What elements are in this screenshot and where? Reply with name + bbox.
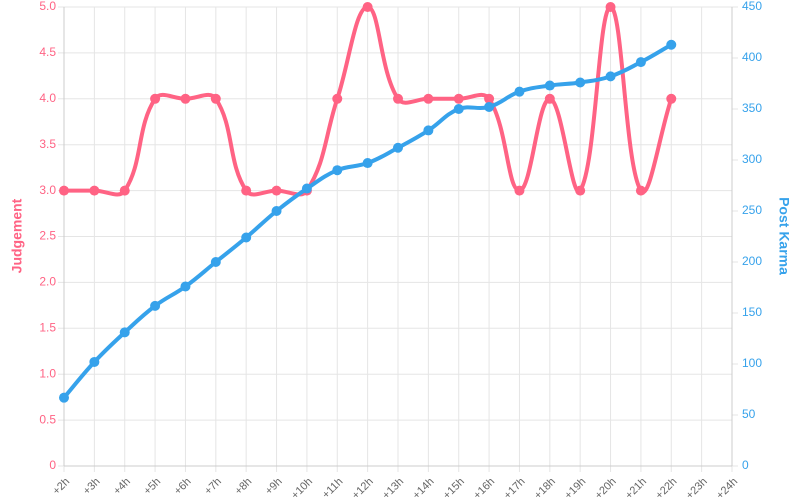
x-tick-label: +24h xyxy=(714,476,740,500)
y2-tick-label: 100 xyxy=(742,356,762,370)
y-tick-label: 0.5 xyxy=(39,412,56,426)
x-tick-label: +8h xyxy=(233,476,255,498)
y-tick-label: 5.0 xyxy=(39,0,56,13)
point xyxy=(575,185,586,196)
point xyxy=(119,185,130,196)
x-tick-label: +21h xyxy=(623,476,649,500)
x-tick-label: +7h xyxy=(202,476,224,498)
x-tick-label: +20h xyxy=(593,476,619,500)
y2-tick-label: 350 xyxy=(742,101,762,115)
point xyxy=(241,232,252,243)
y2-tick-label: 50 xyxy=(742,407,756,421)
point xyxy=(332,93,343,104)
point xyxy=(666,39,677,50)
x-tick-label: +12h xyxy=(350,476,376,500)
point xyxy=(362,158,373,169)
y-tick-label: 4.5 xyxy=(39,45,56,59)
x-tick-label: +9h xyxy=(263,476,285,498)
y-tick-label: 3.5 xyxy=(39,137,56,151)
x-tick-label: +3h xyxy=(81,476,103,498)
x-tick-label: +16h xyxy=(471,476,497,500)
point xyxy=(150,93,161,104)
y-tick-label: 3.0 xyxy=(39,183,56,197)
point xyxy=(89,356,100,367)
point xyxy=(89,185,100,196)
x-tick-label: +4h xyxy=(111,476,133,498)
point xyxy=(241,185,252,196)
point xyxy=(423,125,434,136)
series-line xyxy=(63,4,674,197)
point xyxy=(393,142,403,153)
x-tick-label: +5h xyxy=(142,476,164,498)
point xyxy=(210,257,221,267)
point xyxy=(514,185,525,196)
point xyxy=(393,93,403,104)
y-tick-label: 1.5 xyxy=(39,320,56,334)
y-tick-label: 0 xyxy=(49,458,56,472)
point xyxy=(59,392,69,403)
point xyxy=(119,327,130,338)
x-tick-label: +23h xyxy=(684,476,710,500)
point xyxy=(150,300,161,311)
x-tick-label: +17h xyxy=(502,476,528,500)
x-tick-label: +10h xyxy=(289,476,315,500)
point xyxy=(544,93,555,104)
point xyxy=(635,185,646,196)
y-axis-title: Judgement xyxy=(9,198,25,273)
y-tick-label: 2.0 xyxy=(39,275,56,289)
point xyxy=(271,185,282,196)
x-tick-label: +2h xyxy=(50,476,72,498)
point xyxy=(544,80,555,91)
point xyxy=(59,185,69,196)
point xyxy=(484,101,495,112)
point xyxy=(605,71,616,82)
y-tick-label: 2.5 xyxy=(39,229,56,243)
point xyxy=(332,165,343,176)
y2-tick-label: 250 xyxy=(742,203,762,217)
y-tick-label: 4.0 xyxy=(39,91,56,105)
point xyxy=(271,206,282,216)
point xyxy=(514,86,525,97)
y2-tick-label: 400 xyxy=(742,50,762,64)
y2-tick-label: 200 xyxy=(742,254,762,268)
point xyxy=(362,2,373,12)
point xyxy=(453,93,464,104)
x-tick-label: +14h xyxy=(411,476,437,500)
x-tick-label: +13h xyxy=(380,476,406,500)
x-tick-label: +11h xyxy=(320,476,345,500)
x-tick-label: +6h xyxy=(172,476,194,498)
point xyxy=(575,77,586,88)
y2-axis-title: Post Karma xyxy=(776,197,792,275)
x-tick-label: +22h xyxy=(653,476,679,500)
point xyxy=(423,93,434,104)
y2-tick-label: 150 xyxy=(742,305,762,319)
point xyxy=(210,93,221,104)
point xyxy=(453,104,464,114)
point xyxy=(180,281,191,292)
point xyxy=(484,93,495,104)
y2-tick-label: 450 xyxy=(742,0,762,13)
y2-tick-label: 0 xyxy=(742,458,749,472)
point xyxy=(666,93,677,104)
x-tick-label: +15h xyxy=(441,476,467,500)
y2-tick-label: 300 xyxy=(742,152,762,166)
x-tick-label: +18h xyxy=(532,476,558,500)
point xyxy=(301,183,312,194)
point xyxy=(605,2,616,12)
y-tick-label: 1.0 xyxy=(39,366,56,380)
point xyxy=(180,93,191,104)
point xyxy=(635,57,646,68)
x-tick-label: +19h xyxy=(562,476,588,500)
